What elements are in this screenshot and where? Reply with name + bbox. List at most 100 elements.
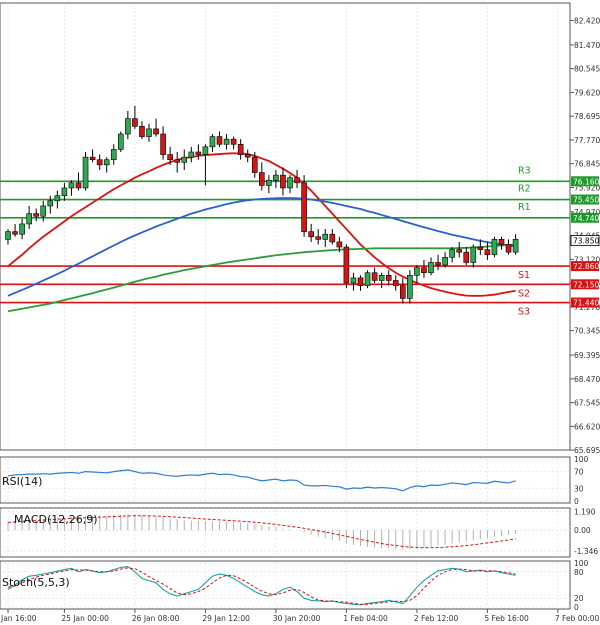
candle	[118, 131, 124, 152]
candle	[273, 169, 279, 188]
candle	[308, 223, 314, 242]
level-tag-r1	[571, 212, 599, 223]
panel-tick-label: -1.346	[574, 547, 598, 556]
bearish-candle-body	[336, 241, 343, 248]
rsi-panel: RSI(14) 100 70 30 0	[0, 455, 589, 506]
candle	[230, 136, 237, 150]
bearish-candle-body	[477, 246, 484, 250]
bullish-candle-body	[202, 146, 209, 155]
candle	[301, 175, 307, 237]
candle	[371, 267, 378, 284]
candle	[399, 277, 406, 304]
candle	[167, 146, 173, 165]
bearish-candle-body	[75, 182, 82, 189]
candle	[68, 180, 75, 196]
candle	[82, 152, 89, 191]
bearish-candle-body	[174, 159, 180, 163]
moving-average-line-1	[7, 197, 516, 297]
bearish-candle-body	[132, 118, 138, 127]
panel-tick-label: 0	[574, 603, 579, 612]
bearish-candle-body	[385, 275, 392, 281]
macd-panel-frame	[0, 507, 571, 558]
bearish-candle-body	[251, 156, 258, 173]
candle	[216, 131, 223, 147]
macd-signal-polyline	[7, 515, 516, 549]
candle	[96, 154, 103, 170]
pivot-level-lines	[0, 180, 570, 304]
candle	[26, 205, 32, 230]
bearish-candle-body	[399, 285, 406, 299]
macd-panel: MACD(12,26,9) 1.190 0.00 -1.346	[0, 507, 598, 558]
candle	[223, 134, 230, 150]
candle	[202, 144, 209, 186]
bearish-candle-body	[230, 138, 237, 145]
price-tick-label: 78.695	[574, 112, 600, 121]
bearish-candle-body	[463, 251, 470, 263]
price-tick-label: 70.345	[574, 327, 600, 336]
bullish-candle-body	[68, 182, 75, 189]
price-tick-label: 79.620	[574, 88, 600, 97]
candle	[442, 252, 448, 268]
bullish-candle-body	[61, 187, 68, 196]
candle	[456, 241, 463, 258]
time-tick-label: 2 Feb 12:00	[414, 614, 459, 623]
price-panel-frame	[0, 2, 571, 451]
price-tick-label: 74.970	[574, 208, 600, 217]
current-price-tag: 73.850	[570, 235, 599, 247]
stoch-d-line	[7, 567, 516, 605]
bearish-candle-body	[237, 143, 244, 155]
time-tick-label: 5 Feb 16:00	[484, 614, 529, 623]
bearish-candle-body	[435, 262, 441, 266]
bearish-candle-body	[498, 239, 505, 245]
price-tick-label: 76.845	[574, 160, 600, 169]
bullish-candle-body	[188, 151, 195, 158]
panel-tick-label: 70	[574, 468, 584, 477]
bullish-candle-body	[407, 275, 413, 299]
level-tag-label-s3: 71.440	[573, 299, 599, 308]
level-tag-s1	[571, 261, 599, 272]
price-tick-label: 67.545	[574, 399, 600, 408]
candle	[435, 254, 441, 271]
time-tick-label: 1 Feb 04:00	[343, 614, 388, 623]
level-tag-label-s2: 72.150	[573, 280, 599, 289]
candle	[188, 146, 195, 163]
bullish-candle-body	[181, 156, 188, 163]
bullish-candle-body	[5, 231, 11, 240]
bullish-candle-body	[47, 200, 54, 207]
bullish-candle-body	[350, 277, 357, 284]
panel-tick-label: 20	[574, 594, 584, 603]
bullish-candle-body	[442, 257, 448, 266]
price-tick-label: 77.770	[574, 136, 600, 145]
candle	[110, 144, 117, 165]
bullish-candle-body	[470, 246, 477, 263]
current-price-label: 73.850	[573, 237, 599, 246]
bullish-candle-body	[512, 239, 519, 253]
candle	[103, 157, 110, 173]
candle	[47, 195, 54, 214]
pivot-level-tags: 76.160 75.450 74.740 72.860 72.150 71.440	[571, 176, 599, 308]
bearish-candle-body	[308, 231, 314, 238]
price-tick-label: 73.120	[574, 255, 600, 264]
candle	[33, 208, 40, 222]
level-name-s1: S1	[518, 270, 530, 281]
candle	[174, 152, 180, 173]
stoch-lines	[7, 565, 516, 606]
candle	[5, 229, 11, 245]
macd-signal-line	[7, 515, 516, 549]
bullish-candle-body	[209, 136, 216, 148]
bullish-candle-body	[82, 156, 89, 189]
candle	[491, 236, 498, 258]
candle	[322, 229, 329, 248]
bearish-candle-body	[195, 151, 202, 155]
rsi-axis: 100 70 30 0	[574, 455, 589, 506]
candle	[40, 200, 47, 222]
price-panel: R3 R2 R1 S1 S2 S3 82.420 81.470 80.545 79.620 78.…	[0, 2, 600, 455]
candle	[512, 234, 519, 255]
candle	[385, 270, 392, 286]
candle	[244, 149, 251, 163]
bearish-candle-body	[343, 246, 350, 284]
candle	[146, 123, 152, 142]
bearish-candle-body	[12, 231, 18, 235]
candle	[251, 152, 258, 178]
price-tick-label: 75.920	[574, 183, 600, 192]
